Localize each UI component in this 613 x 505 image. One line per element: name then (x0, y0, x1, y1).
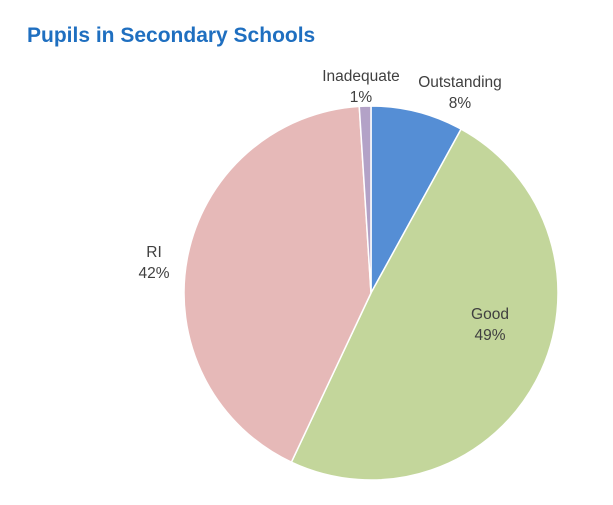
slice-value-good: 49% (474, 327, 505, 344)
slice-label-good: Good (471, 306, 509, 323)
pie-slice-inadequate (358, 105, 372, 294)
slice-label-inadequate: Inadequate (322, 68, 400, 85)
pie-slice-good (290, 128, 559, 481)
pie-slices (183, 105, 559, 481)
slice-value-outstanding: 8% (449, 95, 472, 112)
chart-title: Pupils in Secondary Schools (27, 24, 316, 47)
slice-label-outstanding: Outstanding (418, 74, 502, 91)
pie-slice-ri (183, 105, 372, 464)
slice-value-inadequate: 1% (350, 89, 373, 106)
pie-slice-outstanding (370, 105, 463, 294)
pie-labels: Outstanding 8% Good 49% RI 42% Inadequate 1% (138, 68, 508, 344)
slice-value-ri: 42% (138, 265, 169, 282)
slice-label-ri: RI (146, 244, 162, 261)
